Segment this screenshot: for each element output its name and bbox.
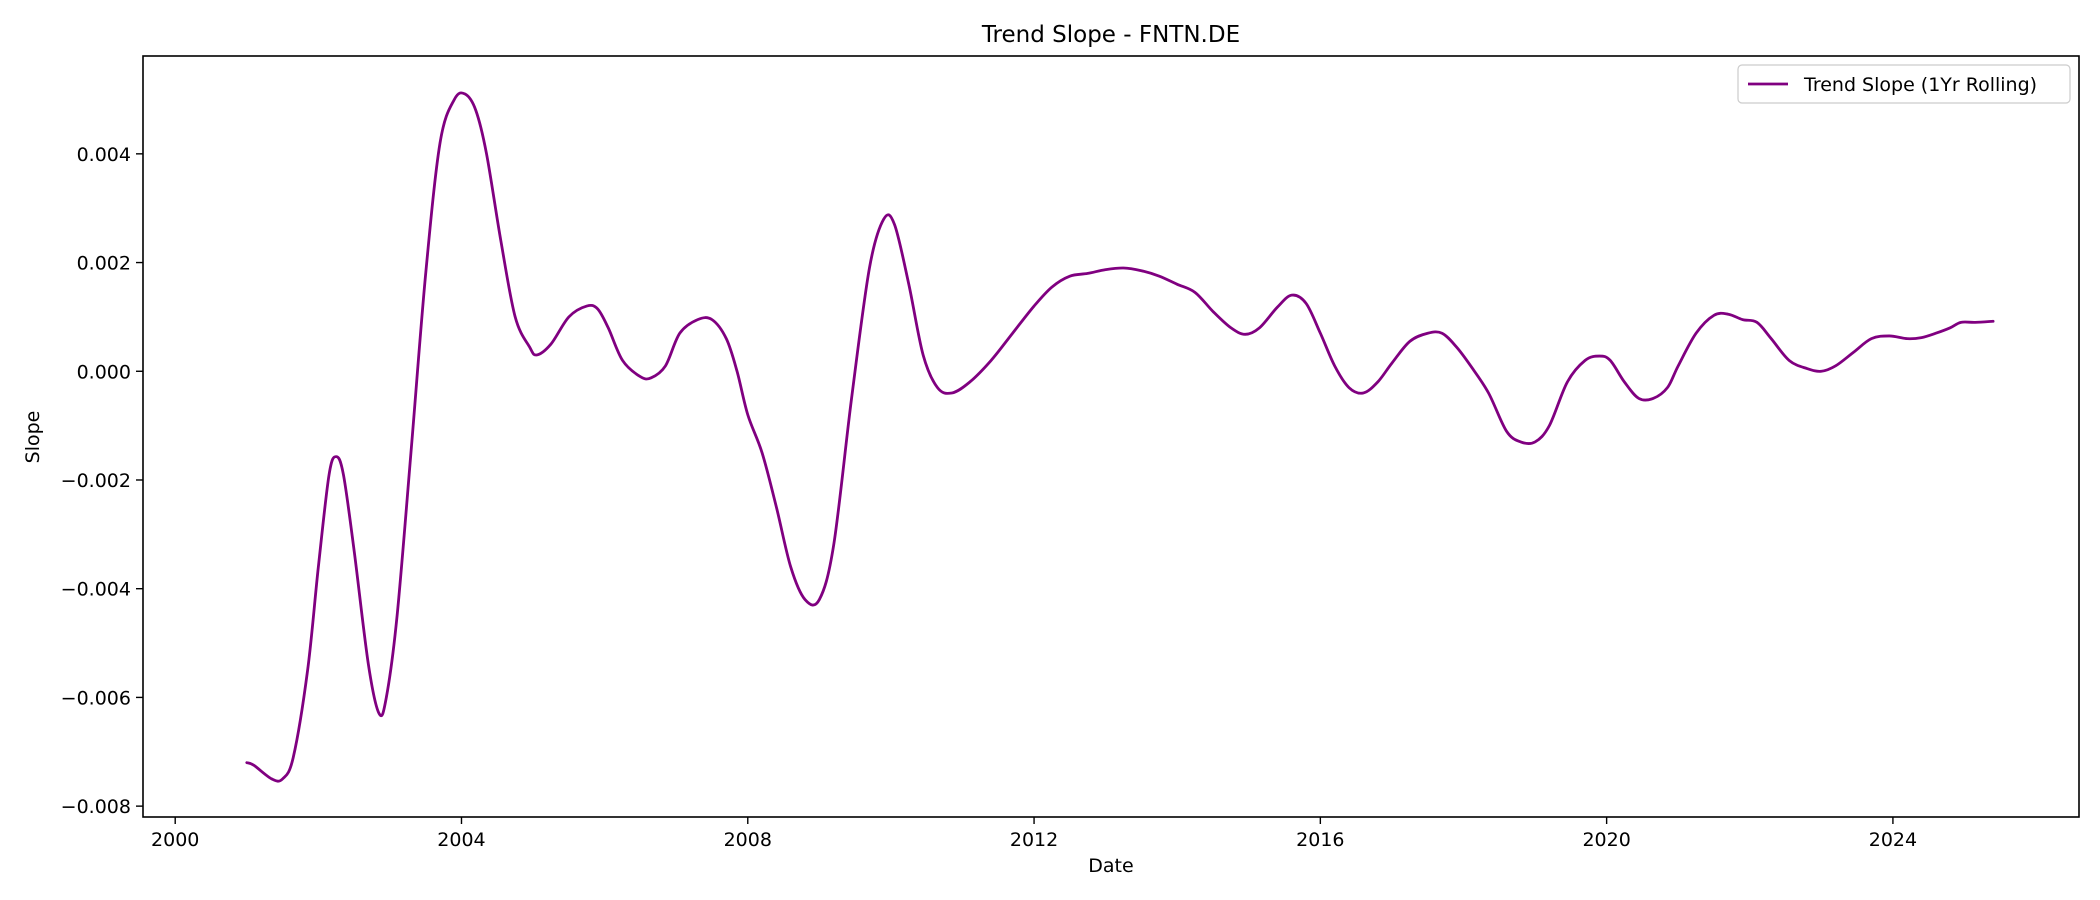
x-tick-label: 2012 <box>1010 829 1058 851</box>
y-tick-label: 0.002 <box>77 253 131 275</box>
x-tick-label: 2004 <box>437 829 485 851</box>
y-tick-label: −0.006 <box>61 687 131 709</box>
series-line-trend-slope <box>245 91 1995 783</box>
legend-label: Trend Slope (1Yr Rolling) <box>1803 74 2037 96</box>
x-tick-label: 2008 <box>724 829 772 851</box>
series-layer <box>245 91 1995 783</box>
x-tick-label: 2024 <box>1869 829 1917 851</box>
x-axis-ticks: 2000 2004 2008 2012 2016 2020 2024 <box>151 817 1917 851</box>
y-axis-ticks: −0.008 −0.006 −0.004 −0.002 0.000 0.002 0.004 <box>61 144 143 818</box>
y-tick-label: −0.004 <box>61 579 131 601</box>
plot-area-frame <box>142 55 2080 818</box>
y-tick-label: 0.004 <box>77 144 131 166</box>
x-tick-label: 2020 <box>1582 829 1630 851</box>
y-tick-label: −0.002 <box>61 470 131 492</box>
x-tick-label: 2016 <box>1296 829 1344 851</box>
chart-title: Trend Slope - FNTN.DE <box>981 22 1240 48</box>
y-tick-label: −0.008 <box>61 796 131 818</box>
legend: Trend Slope (1Yr Rolling) <box>1737 64 2071 104</box>
y-axis-label: Slope <box>22 411 44 464</box>
legend-box <box>1737 64 2071 104</box>
x-tick-label: 2000 <box>151 829 199 851</box>
x-axis-label: Date <box>1088 855 1133 877</box>
y-tick-label: 0.000 <box>77 361 131 383</box>
